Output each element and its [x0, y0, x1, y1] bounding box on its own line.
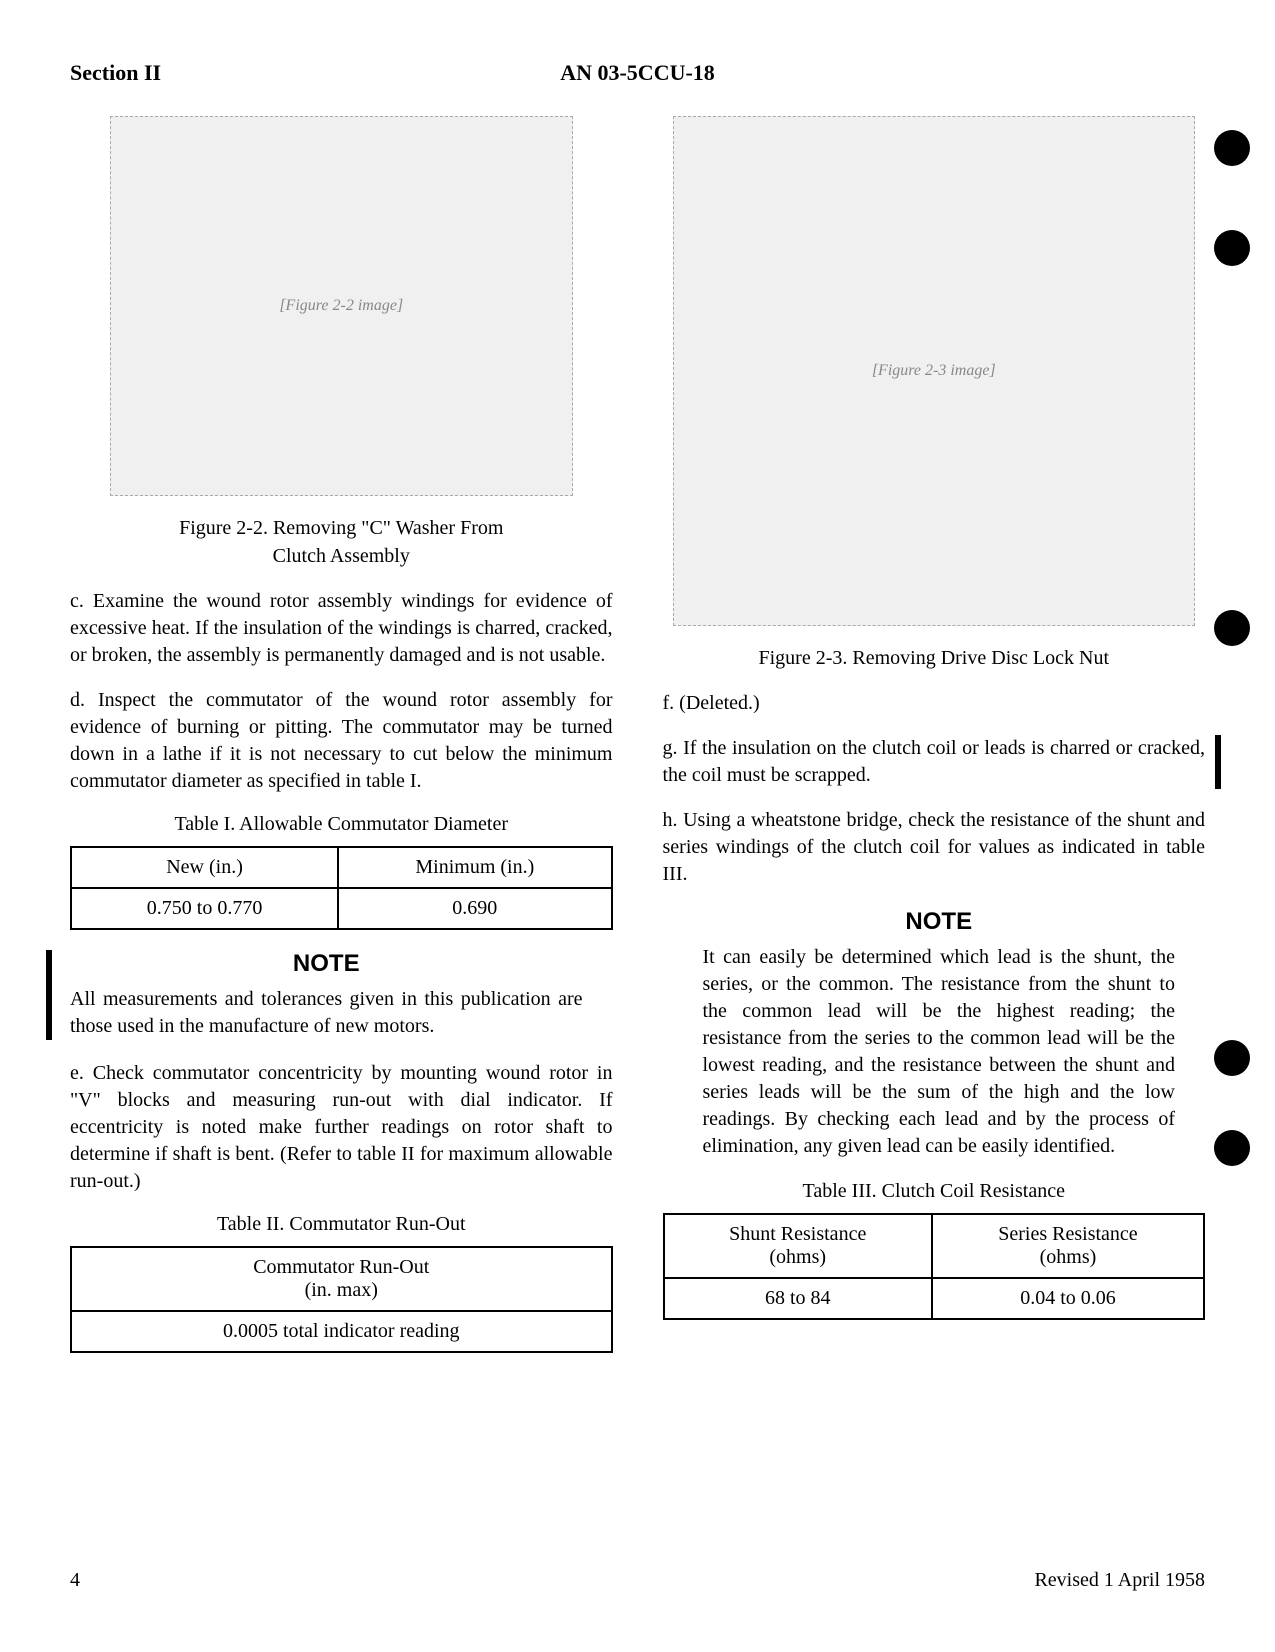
table-row: Shunt Resistance (ohms) Series Resistanc… — [664, 1214, 1205, 1278]
note-block: NOTE It can easily be determined which l… — [703, 908, 1176, 1160]
table-cell: 0.750 to 0.770 — [71, 888, 338, 929]
para-e: e. Check commutator concentricity by mou… — [70, 1060, 613, 1195]
revision-date: Revised 1 April 1958 — [1034, 1569, 1205, 1592]
figure-2-3-image: [Figure 2-3 image] — [673, 116, 1196, 626]
section-label: Section II — [70, 60, 161, 86]
table-header: Shunt Resistance (ohms) — [664, 1214, 932, 1278]
header-line: (ohms) — [1040, 1246, 1097, 1268]
para-d: d. Inspect the commutator of the wound r… — [70, 687, 613, 795]
table-cell: 68 to 84 — [664, 1278, 932, 1319]
header-line: Series Resistance — [998, 1223, 1137, 1245]
content-columns: [Figure 2-2 image] Figure 2-2. Removing … — [70, 116, 1205, 1373]
table-cell: 0.690 — [338, 888, 611, 929]
table-header: Commutator Run-Out (in. max) — [71, 1247, 612, 1311]
right-column: [Figure 2-3 image] Figure 2-3. Removing … — [663, 116, 1206, 1373]
header-line: (in. max) — [305, 1279, 378, 1301]
doc-number: AN 03-5CCU-18 — [560, 60, 715, 86]
table-row: 0.750 to 0.770 0.690 — [71, 888, 612, 929]
punch-holes — [1214, 0, 1250, 1652]
table-row: Commutator Run-Out (in. max) — [71, 1247, 612, 1311]
header-line: (ohms) — [769, 1246, 826, 1268]
hole — [1214, 230, 1250, 266]
header-line: Commutator Run-Out — [253, 1256, 429, 1278]
header-line: Shunt Resistance — [729, 1223, 866, 1245]
table-3: Shunt Resistance (ohms) Series Resistanc… — [663, 1213, 1206, 1320]
table-row: 0.0005 total indicator reading — [71, 1311, 612, 1352]
note-block: NOTE All measurements and tolerances giv… — [46, 950, 583, 1040]
hole — [1214, 130, 1250, 166]
para-c: c. Examine the wound rotor assembly wind… — [70, 588, 613, 669]
table-cell: 0.0005 total indicator reading — [71, 1311, 612, 1352]
left-column: [Figure 2-2 image] Figure 2-2. Removing … — [70, 116, 613, 1373]
para-g: g. If the insulation on the clutch coil … — [663, 735, 1222, 789]
page-number: 4 — [70, 1569, 80, 1592]
table-3-caption: Table III. Clutch Coil Resistance — [663, 1180, 1206, 1203]
page-footer: 4 Revised 1 April 1958 — [70, 1569, 1205, 1592]
note-title: NOTE — [703, 908, 1176, 936]
table-row: New (in.) Minimum (in.) — [71, 847, 612, 888]
note-text: It can easily be determined which lead i… — [703, 944, 1176, 1160]
table-row: 68 to 84 0.04 to 0.06 — [664, 1278, 1205, 1319]
table-2-caption: Table II. Commutator Run-Out — [70, 1213, 613, 1236]
para-f: f. (Deleted.) — [663, 690, 1206, 717]
table-2: Commutator Run-Out (in. max) 0.0005 tota… — [70, 1246, 613, 1353]
table-cell: 0.04 to 0.06 — [932, 1278, 1204, 1319]
fig-caption-line: Clutch Assembly — [273, 545, 410, 567]
table-header: New (in.) — [71, 847, 338, 888]
table-1: New (in.) Minimum (in.) 0.750 to 0.770 0… — [70, 846, 613, 930]
note-text: All measurements and tolerances given in… — [70, 986, 583, 1040]
fig-caption-line: Figure 2-2. Removing "C" Washer From — [179, 517, 503, 539]
para-h: h. Using a wheatstone bridge, check the … — [663, 807, 1206, 888]
table-header: Series Resistance (ohms) — [932, 1214, 1204, 1278]
page-header: Section II AN 03-5CCU-18 — [70, 60, 1205, 86]
table-1-caption: Table I. Allowable Commutator Diameter — [70, 813, 613, 836]
figure-2-2-caption: Figure 2-2. Removing "C" Washer From Clu… — [70, 514, 613, 570]
table-header: Minimum (in.) — [338, 847, 611, 888]
hole — [1214, 1130, 1250, 1166]
hole — [1214, 1040, 1250, 1076]
hole — [1214, 610, 1250, 646]
figure-2-3-caption: Figure 2-3. Removing Drive Disc Lock Nut — [663, 644, 1206, 672]
note-title: NOTE — [70, 950, 583, 978]
figure-2-2-image: [Figure 2-2 image] — [110, 116, 573, 496]
